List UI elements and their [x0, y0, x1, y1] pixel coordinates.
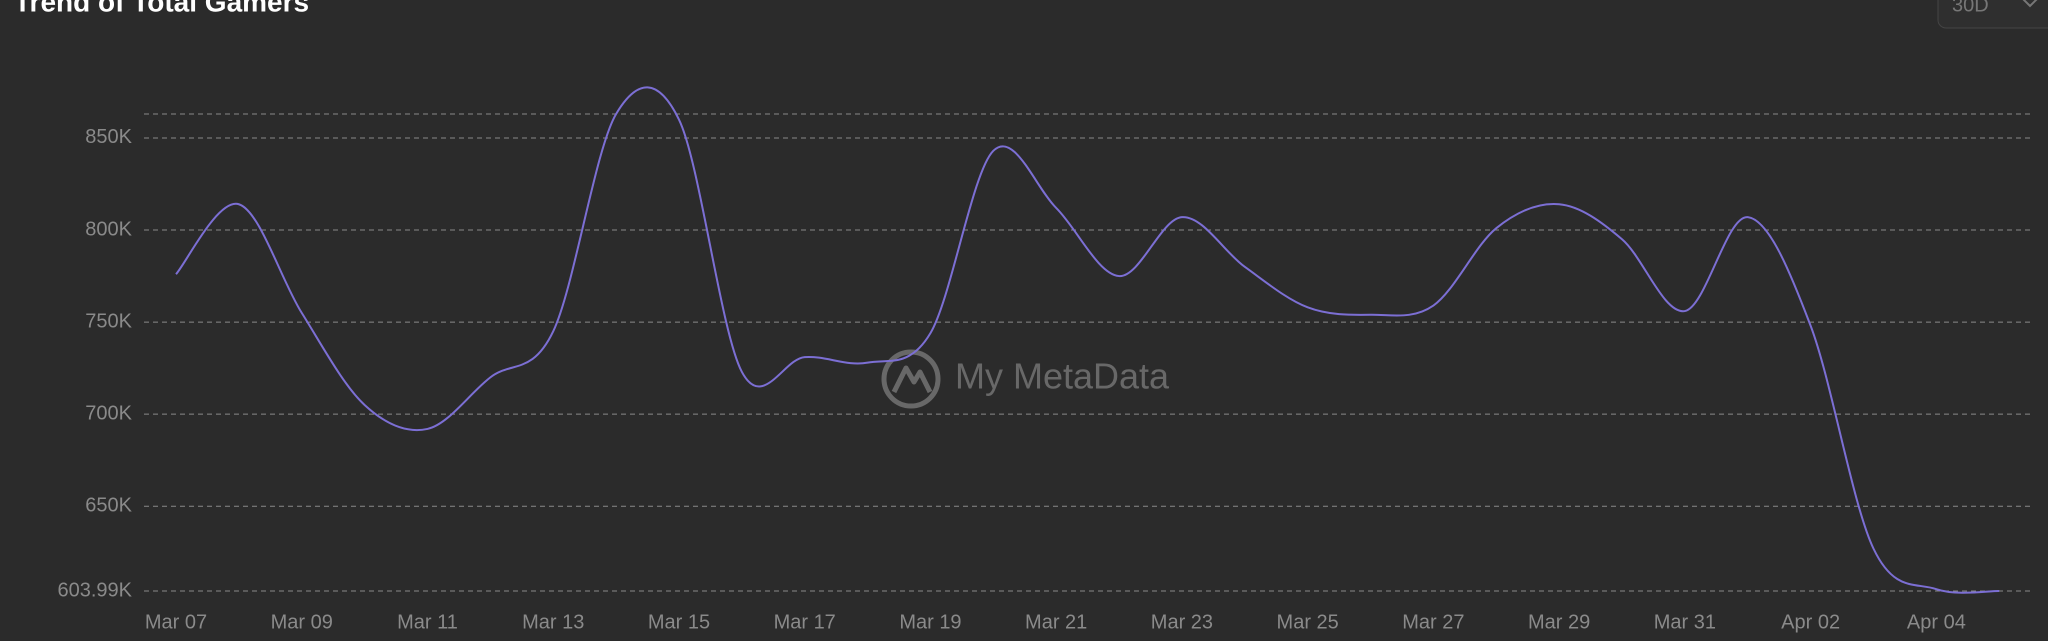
y-tick-label: 700K — [85, 402, 132, 424]
x-tick-label: Mar 29 — [1528, 611, 1590, 633]
x-tick-label: Mar 19 — [899, 611, 961, 633]
x-tick-label: Mar 23 — [1151, 611, 1213, 633]
x-tick-label: Mar 15 — [648, 611, 710, 633]
y-tick-label: 603.99K — [57, 579, 132, 601]
line — [175, 86, 2000, 594]
x-tick-label: Mar 13 — [522, 611, 584, 633]
x-tick-label: Mar 11 — [397, 611, 458, 633]
watermark-logo — [881, 349, 941, 409]
range-dropdown[interactable] — [1937, 0, 2048, 29]
x-tick-label: Mar 07 — [145, 611, 207, 633]
chart-title: Trend of Total Gamers — [14, 0, 309, 17]
watermark: My MetaData — [955, 356, 1170, 397]
x-tick-label: Apr 02 — [1781, 611, 1840, 633]
y-tick-label: 650K — [85, 495, 132, 517]
x-tick-label: Mar 25 — [1277, 611, 1339, 633]
x-tick-label: Apr 04 — [1907, 611, 1966, 633]
x-tick-label: Mar 31 — [1654, 611, 1716, 633]
y-tick-label: 850K — [85, 126, 132, 148]
x-tick-label: Mar 09 — [271, 611, 333, 633]
x-tick-label: Mar 17 — [774, 611, 836, 633]
y-tick-label: 750K — [85, 310, 132, 332]
dropdown-arrow — [2022, 0, 2038, 8]
y-tick-label: 800K — [85, 218, 132, 240]
x-tick-label: Mar 21 — [1025, 611, 1087, 633]
range-label[interactable]: 30D — [1952, 0, 1989, 16]
x-tick-label: Mar 27 — [1402, 611, 1464, 633]
